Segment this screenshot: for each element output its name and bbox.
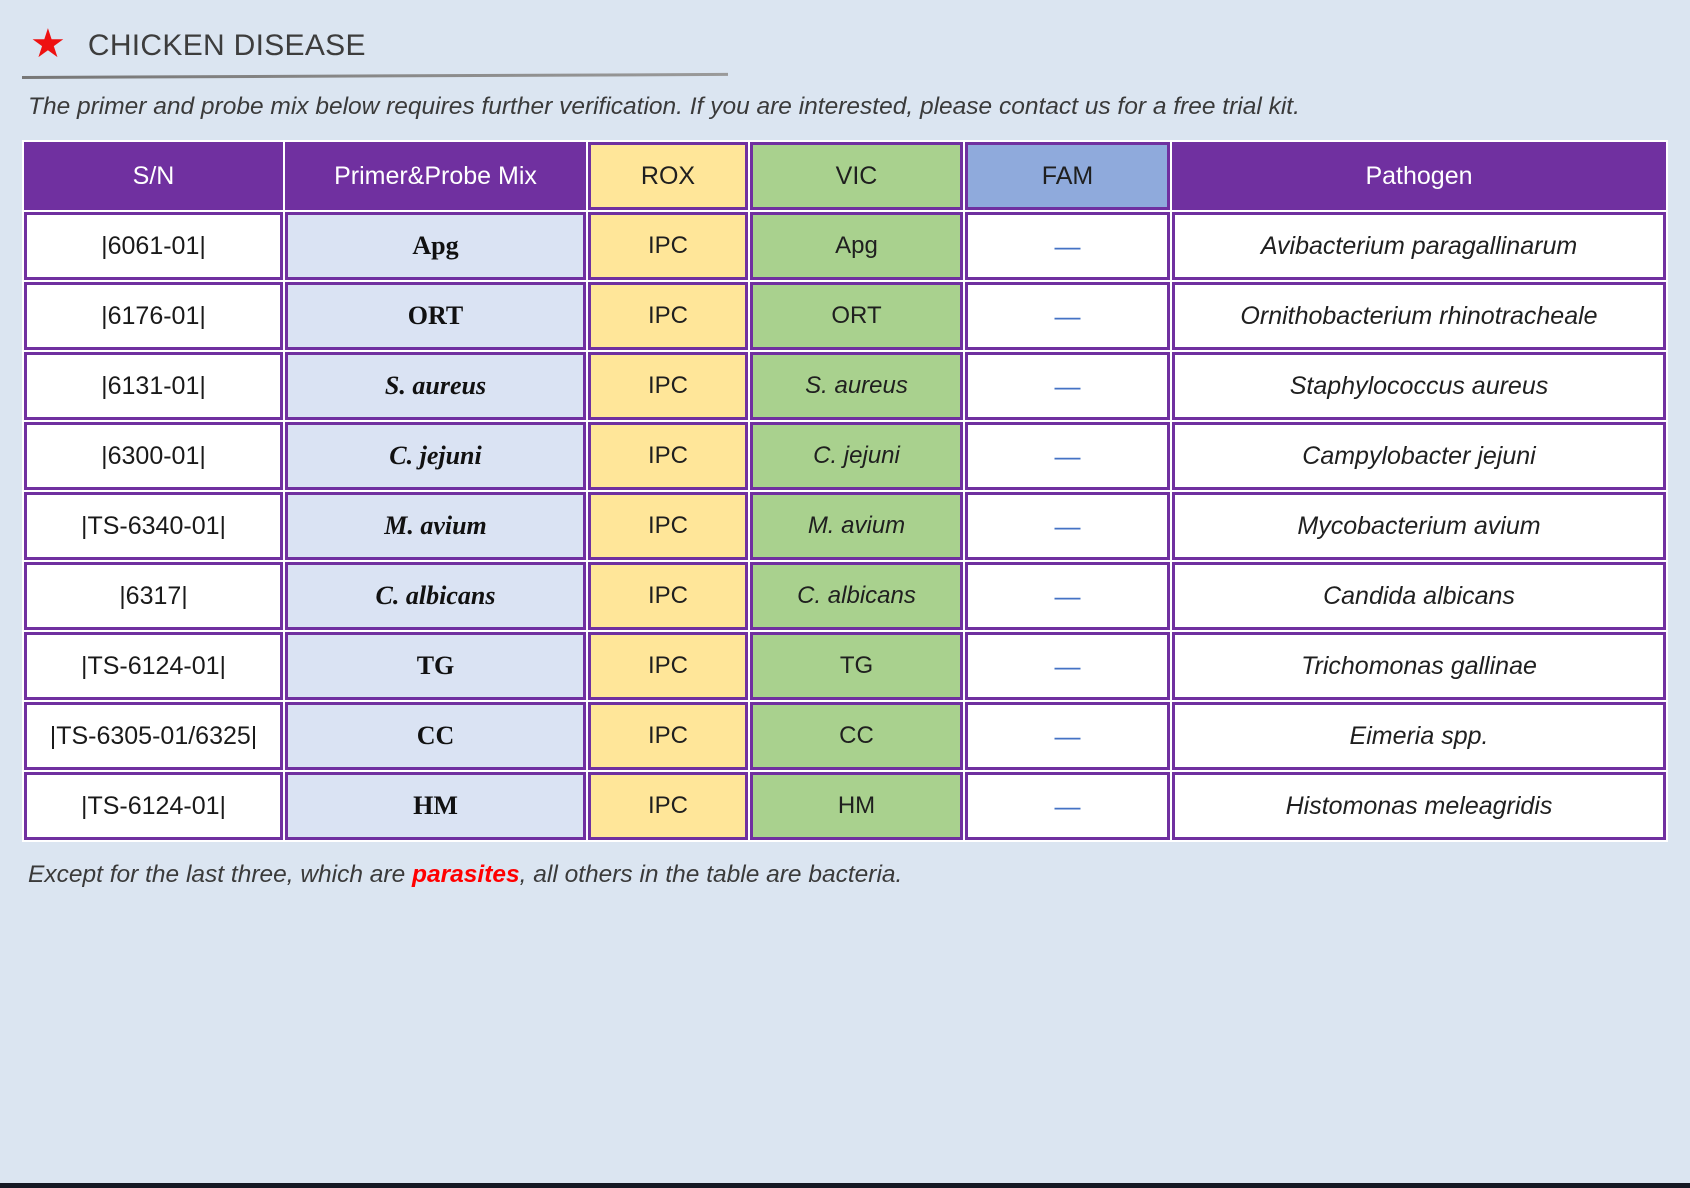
pathogen-table-body: |6061-01| Apg IPC Apg — Avibacterium paragall… [24,212,1666,840]
mix-cell: Apg [285,212,586,280]
pathogen-table: S/N Primer&Probe Mix ROX VIC FAM Pathogen |60… [22,140,1668,842]
pathogen-cell: Histomonas meleagridis [1172,772,1666,840]
sn-cell: |6176-01| [24,282,283,350]
sn-cell: |TS-6305-01/6325| [24,702,283,770]
pathogen-cell: Staphylococcus aureus [1172,352,1666,420]
rox-cell: IPC [588,702,748,770]
fam-cell: — [965,632,1170,700]
table-row: |6317| C. albicans IPC C. albicans — Candida … [24,562,1666,630]
table-row: |TS-6124-01| TG IPC TG — Trichomonas gallinae [24,632,1666,700]
vic-cell: Apg [750,212,963,280]
table-row: |6300-01| C. jejuni IPC C. jejuni — Campyloba… [24,422,1666,490]
pathogen-cell: Mycobacterium avium [1172,492,1666,560]
rox-cell: IPC [588,422,748,490]
mix-cell: CC [285,702,586,770]
rox-cell: IPC [588,352,748,420]
mix-cell: C. jejuni [285,422,586,490]
vic-cell: S. aureus [750,352,963,420]
vic-cell: C. albicans [750,562,963,630]
pathogen-cell: Eimeria spp. [1172,702,1666,770]
column-header: S/N [24,142,283,210]
sn-cell: |TS-6124-01| [24,632,283,700]
vic-cell: C. jejuni [750,422,963,490]
column-header: ROX [588,142,748,210]
bottom-bar [0,1183,1690,1188]
column-header: Pathogen [1172,142,1666,210]
pathogen-cell: Trichomonas gallinae [1172,632,1666,700]
fam-cell: — [965,772,1170,840]
mix-cell: ORT [285,282,586,350]
vic-cell: M. avium [750,492,963,560]
title-divider [21,72,728,79]
footnote: Except for the last three, which are par… [28,861,902,889]
column-header: FAM [965,142,1170,210]
table-row: |6061-01| Apg IPC Apg — Avibacterium paragall… [24,212,1666,280]
mix-cell: TG [285,632,586,700]
fam-cell: — [965,562,1170,630]
sn-cell: |TS-6340-01| [24,492,283,560]
vic-cell: HM [750,772,963,840]
column-header: VIC [750,142,963,210]
fam-cell: — [965,702,1170,770]
sn-cell: |6131-01| [24,352,283,420]
pathogen-cell: Avibacterium paragallinarum [1172,212,1666,280]
rox-cell: IPC [588,282,748,350]
table-row: |TS-6305-01/6325| CC IPC CC — Eimeria spp. [24,702,1666,770]
mix-cell: C. albicans [285,562,586,630]
column-header: Primer&Probe Mix [285,142,586,210]
rox-cell: IPC [588,212,748,280]
rox-cell: IPC [588,562,748,630]
table-row: |TS-6340-01| M. avium IPC M. avium — Mycobact… [24,492,1666,560]
vic-cell: ORT [750,282,963,350]
sn-cell: |6317| [24,562,283,630]
footnote-suffix: , all others in the table are bacteria. [519,861,903,888]
table-header-row: S/N Primer&Probe Mix ROX VIC FAM Pathogen [24,142,1666,210]
mix-cell: M. avium [285,492,586,560]
table-row: |6176-01| ORT IPC ORT — Ornithobacterium rhin… [24,282,1666,350]
sn-cell: |6300-01| [24,422,283,490]
pathogen-cell: Ornithobacterium rhinotracheale [1172,282,1666,350]
rox-cell: IPC [588,632,748,700]
star-icon: ★ [30,22,66,66]
table-row: |TS-6124-01| HM IPC HM — Histomonas meleagrid… [24,772,1666,840]
pathogen-cell: Campylobacter jejuni [1172,422,1666,490]
page-title: CHICKEN DISEASE [87,29,366,62]
intro-text: The primer and probe mix below requires … [28,93,1300,120]
rox-cell: IPC [588,492,748,560]
table-row: |6131-01| S. aureus IPC S. aureus — Staphyloc… [24,352,1666,420]
pathogen-cell: Candida albicans [1172,562,1666,630]
footnote-prefix: Except for the last three, which are [28,861,413,888]
sn-cell: |TS-6124-01| [24,772,283,840]
fam-cell: — [965,212,1170,280]
fam-cell: — [965,492,1170,560]
fam-cell: — [965,422,1170,490]
footnote-highlight: parasites [412,861,520,888]
mix-cell: S. aureus [285,352,586,420]
rox-cell: IPC [588,772,748,840]
fam-cell: — [965,282,1170,350]
fam-cell: — [965,352,1170,420]
sn-cell: |6061-01| [24,212,283,280]
title-row: ★ CHICKEN DISEASE [30,22,366,66]
vic-cell: CC [750,702,963,770]
vic-cell: TG [750,632,963,700]
mix-cell: HM [285,772,586,840]
